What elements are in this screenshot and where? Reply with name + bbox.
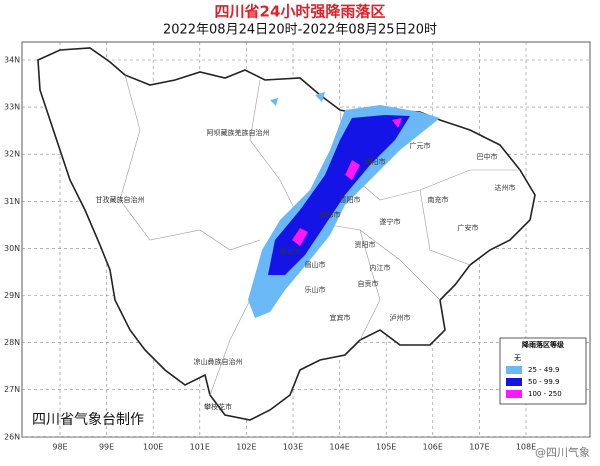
lat-label: 32N xyxy=(4,150,20,159)
legend-swatch xyxy=(506,378,522,386)
legend-label: 25 - 49.9 xyxy=(528,366,559,374)
legend-swatch xyxy=(506,366,522,374)
lon-label: 106E xyxy=(423,443,443,452)
lon-label: 98E xyxy=(52,443,67,452)
lon-label: 99E xyxy=(99,443,114,452)
lat-label: 34N xyxy=(4,56,20,65)
place-label: 泸州市 xyxy=(390,313,411,322)
legend-title: 降雨落区等级 xyxy=(522,340,565,349)
lon-label: 100E xyxy=(143,443,163,452)
lon-label: 107E xyxy=(469,443,489,452)
lon-label: 102E xyxy=(236,443,256,452)
place-label: 广安市 xyxy=(458,223,479,232)
rain-areas xyxy=(248,92,440,318)
lon-label: 103E xyxy=(283,443,303,452)
place-label: 眉山市 xyxy=(305,260,326,269)
legend-label: 100 - 250 xyxy=(528,390,562,398)
place-label: 遂宁市 xyxy=(380,217,401,226)
title: 四川省24小时强降雨落区 xyxy=(215,3,386,21)
place-label: 宜宾市 xyxy=(330,313,351,322)
place-label: 成都市 xyxy=(320,210,341,219)
lat-labels: 34N 33N 32N 31N 30N 29N 28N 27N 26N xyxy=(4,56,20,442)
lon-label: 104E xyxy=(329,443,349,452)
place-label: 南充市 xyxy=(428,195,449,204)
legend-swatch xyxy=(506,390,522,398)
place-label: 乐山市 xyxy=(305,285,326,294)
place-label: 达州市 xyxy=(495,183,516,192)
lat-label: 26N xyxy=(4,432,20,441)
place-label: 甘孜藏族自治州 xyxy=(96,195,145,204)
watermark: @四川气象 xyxy=(535,445,590,459)
place-label: 巴中市 xyxy=(477,152,498,161)
lon-labels: 98E 99E 100E 101E 102E 103E 104E 105E 106E 107E 10… xyxy=(52,443,536,452)
lat-label: 30N xyxy=(4,244,20,253)
legend-label: 50 - 99.9 xyxy=(528,378,559,386)
place-label: 绵阳市 xyxy=(365,157,386,166)
lon-label: 101E xyxy=(190,443,210,452)
place-label: 广元市 xyxy=(410,141,431,150)
lon-label: 105E xyxy=(376,443,396,452)
place-label: 凉山彝族自治州 xyxy=(194,357,243,366)
producer: 四川省气象台制作 xyxy=(32,412,144,428)
place-label: 内江市 xyxy=(370,263,391,272)
legend-label: 无 xyxy=(514,354,521,362)
lat-label: 31N xyxy=(4,197,20,206)
place-label: 自贡市 xyxy=(358,279,379,288)
subtitle: 2022年08月24日20时-2022年08月25日20时 xyxy=(163,23,437,38)
legend: 降雨落区等级 无 25 - 49.9 50 - 99.9 100 - 250 xyxy=(499,337,587,405)
lon-label: 108E xyxy=(516,443,536,452)
place-label: 资阳市 xyxy=(355,240,376,249)
lat-label: 27N xyxy=(4,385,20,394)
place-label: 攀枝花市 xyxy=(204,402,232,411)
place-label: 阿坝藏族羌族自治州 xyxy=(207,128,270,137)
place-label: 德阳市 xyxy=(340,195,361,204)
lat-label: 29N xyxy=(4,291,20,300)
place-label: 雅安市 xyxy=(280,247,301,256)
lat-label: 33N xyxy=(4,103,20,112)
lat-label: 28N xyxy=(4,338,20,347)
